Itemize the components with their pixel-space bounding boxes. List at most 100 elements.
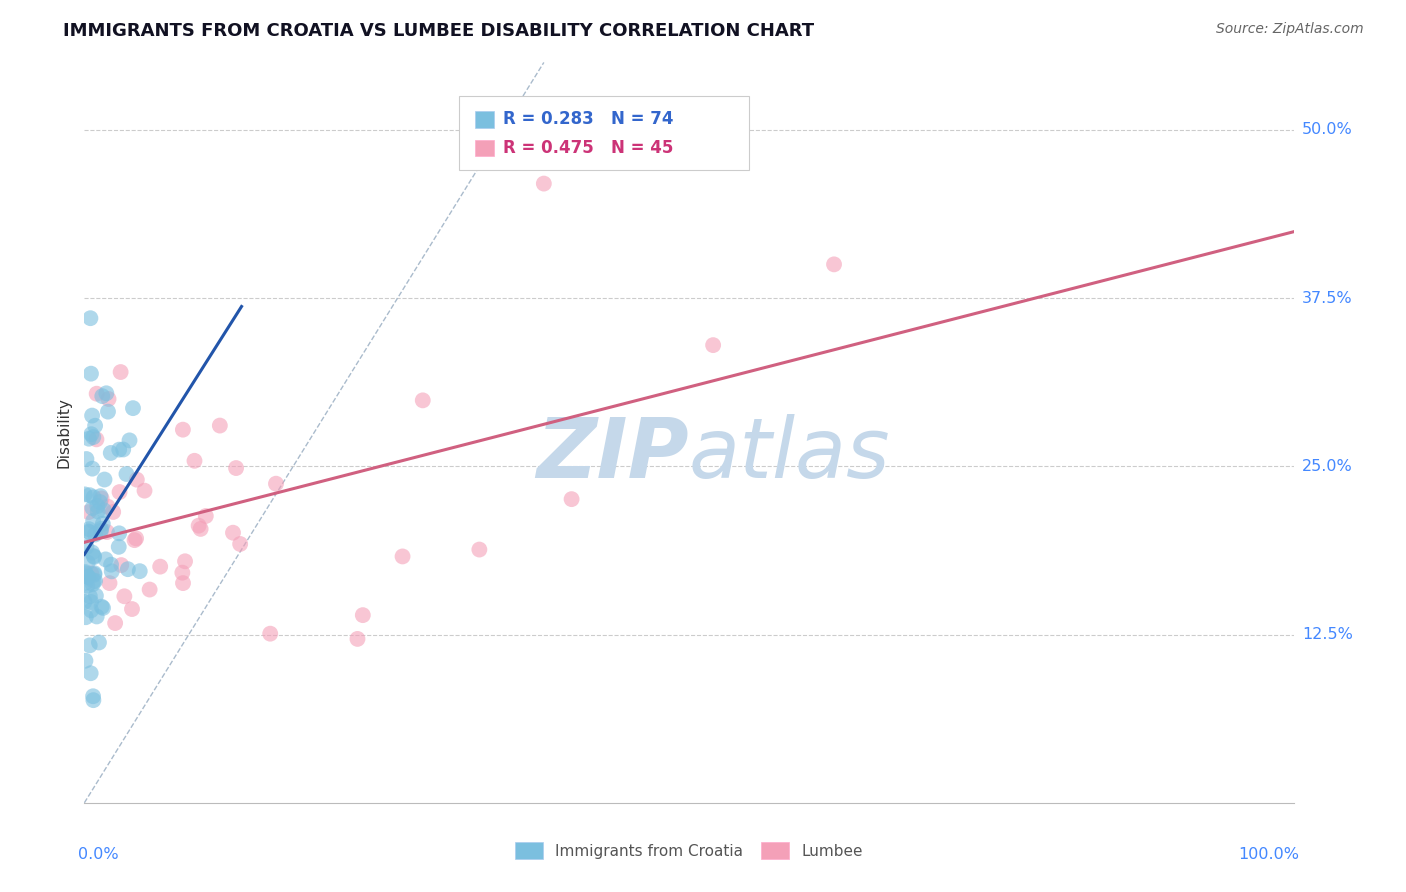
Text: 25.0%: 25.0% [1302, 458, 1353, 474]
Point [112, 589, 135, 603]
Text: 0.0%: 0.0% [79, 847, 120, 863]
Point [97, 404, 120, 418]
Point [90, 599, 112, 614]
Point [89, 489, 111, 503]
Point [96, 525, 118, 540]
Point [82, 501, 104, 516]
Point [108, 485, 131, 500]
Point [172, 566, 194, 580]
Point [82, 577, 104, 591]
Point [77, 505, 100, 519]
Point [86, 504, 108, 518]
Point [264, 476, 287, 491]
Point [100, 558, 122, 572]
Point [75, 575, 97, 590]
Point [84, 589, 107, 603]
Point [80, 409, 103, 423]
Point [96, 386, 118, 401]
Point [91, 601, 114, 615]
Text: R = 0.283   N = 74: R = 0.283 N = 74 [503, 111, 673, 128]
Point [190, 522, 212, 536]
Point [183, 454, 205, 468]
Point [75, 565, 97, 579]
Point [75, 610, 97, 624]
Point [174, 554, 197, 568]
Point [533, 177, 555, 191]
Text: 50.0%: 50.0% [1302, 122, 1353, 137]
Point [259, 626, 281, 640]
Point [107, 540, 129, 554]
Point [346, 632, 368, 646]
Point [110, 365, 132, 379]
Point [98, 576, 121, 591]
Point [73, 595, 96, 609]
Point [138, 582, 160, 597]
Point [79, 589, 101, 603]
Point [94, 552, 117, 566]
Point [84, 527, 107, 541]
Text: ZIP: ZIP [536, 414, 689, 495]
Point [225, 461, 247, 475]
Point [77, 432, 100, 446]
Point [100, 565, 122, 579]
Point [112, 442, 135, 457]
Point [83, 567, 105, 582]
Point [90, 522, 112, 536]
Text: 100.0%: 100.0% [1239, 847, 1299, 863]
Point [104, 616, 127, 631]
Point [100, 446, 122, 460]
Point [84, 574, 107, 588]
Point [134, 483, 156, 498]
Point [108, 442, 131, 457]
Point [82, 545, 104, 559]
Point [93, 503, 115, 517]
Point [115, 467, 138, 481]
Point [90, 524, 112, 538]
Point [82, 693, 104, 707]
Point [77, 524, 100, 539]
Point [561, 492, 583, 507]
Point [76, 570, 98, 584]
FancyBboxPatch shape [475, 112, 494, 128]
Point [82, 430, 104, 444]
Point [80, 566, 103, 581]
Point [391, 549, 413, 564]
Point [83, 566, 105, 581]
Point [79, 525, 101, 540]
Point [118, 434, 141, 448]
Point [75, 540, 97, 554]
Point [83, 549, 105, 563]
Point [83, 491, 105, 505]
Point [84, 418, 107, 433]
Point [187, 518, 209, 533]
Point [172, 423, 194, 437]
Point [93, 473, 115, 487]
Point [87, 635, 110, 649]
Point [86, 433, 108, 447]
Point [110, 558, 132, 573]
Text: atlas: atlas [689, 414, 890, 495]
Point [122, 401, 145, 416]
Point [702, 338, 724, 352]
Point [125, 473, 148, 487]
Point [149, 559, 172, 574]
Point [79, 666, 101, 681]
Text: IMMIGRANTS FROM CROATIA VS LUMBEE DISABILITY CORRELATION CHART: IMMIGRANTS FROM CROATIA VS LUMBEE DISABI… [63, 22, 814, 40]
Point [97, 500, 120, 514]
Point [75, 452, 97, 467]
Point [125, 532, 148, 546]
Point [82, 461, 104, 475]
Point [82, 690, 104, 704]
Point [91, 389, 114, 403]
Point [77, 570, 100, 584]
Point [80, 367, 103, 381]
Point [117, 562, 139, 576]
Text: Source: ZipAtlas.com: Source: ZipAtlas.com [1216, 22, 1364, 37]
Point [75, 654, 97, 668]
Point [89, 495, 111, 509]
Point [79, 311, 101, 326]
Point [222, 525, 245, 540]
Text: 37.5%: 37.5% [1302, 291, 1353, 305]
Legend: Immigrants from Croatia, Lumbee: Immigrants from Croatia, Lumbee [509, 836, 869, 865]
Point [352, 608, 374, 623]
